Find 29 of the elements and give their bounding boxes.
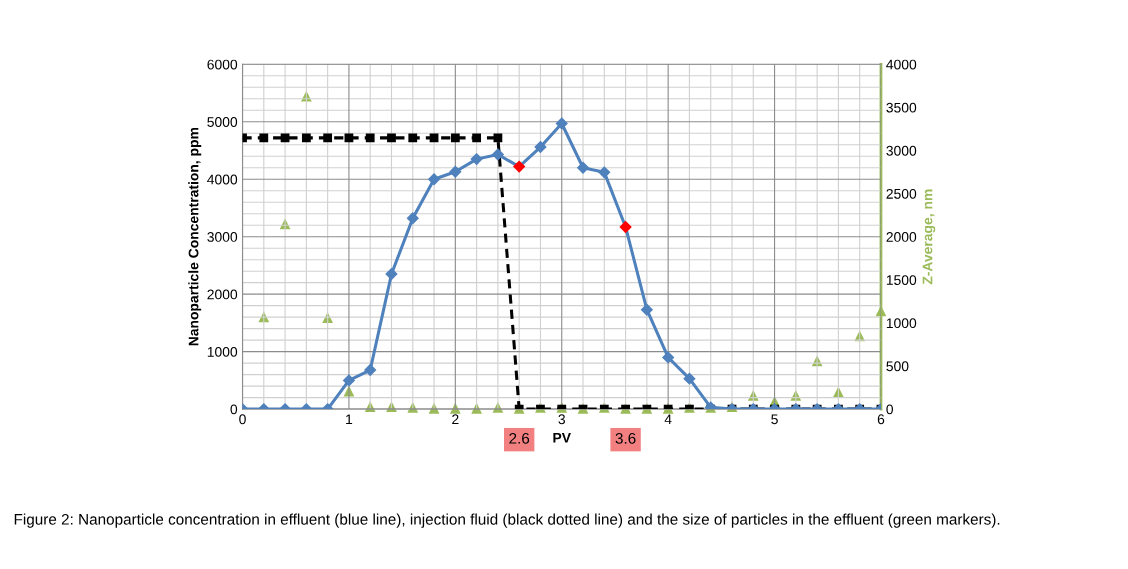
x-tick-label: 5 (771, 414, 778, 425)
y2-tick-label: 3500 (886, 102, 917, 113)
y2-tick-label: 1000 (886, 318, 917, 329)
x-tick-label: 4 (664, 414, 672, 425)
x-axis-title: PV (553, 432, 571, 443)
y-tick-label: 0 (230, 404, 238, 415)
x-tick-label: 6 (877, 414, 885, 425)
y2-tick-label: 2000 (886, 232, 917, 242)
y2-tick-label: 1500 (886, 275, 917, 285)
y2-tick-label: 500 (886, 361, 909, 372)
y-tick-label: 1000 (207, 346, 238, 357)
x-tick-label: 1 (346, 414, 353, 425)
y2-tick-label: 3000 (886, 145, 917, 156)
caption: Figure 2: Nanoparticle concentration in effluent (blue line), injection fluid (black dotted line) and the size of particles in the effluent (green markers). (14, 513, 1000, 528)
x-tick-label: 2 (452, 414, 459, 425)
x-tick-label: 3 (558, 414, 565, 425)
annotation: 3.6 (615, 432, 636, 444)
y2-tick-label: 4000 (886, 59, 917, 70)
y2-tick-label: 2500 (886, 188, 917, 199)
y2-axis-title: Z-Average, nm (922, 189, 936, 285)
x-tick-label: 0 (239, 414, 246, 425)
y-tick-label: 4000 (207, 174, 238, 185)
annotation: 2.6 (509, 432, 530, 444)
y-tick-label: 6000 (207, 59, 238, 70)
y-tick-label: 5000 (207, 117, 238, 127)
y-axis-title: Nanoparticle Concentration, ppm (188, 127, 202, 346)
y2-tick-label: 0 (886, 404, 894, 415)
y-tick-label: 3000 (207, 232, 238, 242)
y-tick-label: 2000 (207, 289, 238, 300)
